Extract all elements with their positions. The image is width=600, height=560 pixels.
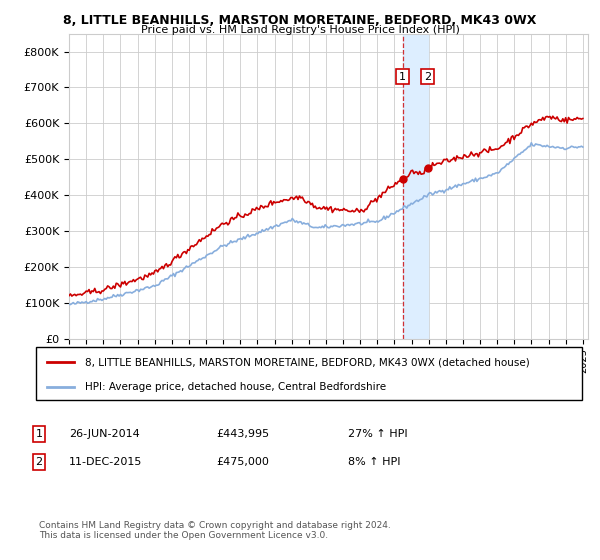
Text: Contains HM Land Registry data © Crown copyright and database right 2024.
This d: Contains HM Land Registry data © Crown c… — [39, 521, 391, 540]
Text: Price paid vs. HM Land Registry's House Price Index (HPI): Price paid vs. HM Land Registry's House … — [140, 25, 460, 35]
Text: 2: 2 — [424, 72, 431, 82]
Text: 2: 2 — [35, 457, 43, 467]
Text: 8% ↑ HPI: 8% ↑ HPI — [348, 457, 401, 467]
Text: £475,000: £475,000 — [216, 457, 269, 467]
Text: 11-DEC-2015: 11-DEC-2015 — [69, 457, 142, 467]
Text: 8, LITTLE BEANHILLS, MARSTON MORETAINE, BEDFORD, MK43 0WX (detached house): 8, LITTLE BEANHILLS, MARSTON MORETAINE, … — [85, 357, 530, 367]
Text: £443,995: £443,995 — [216, 429, 269, 439]
Text: 1: 1 — [35, 429, 43, 439]
Text: 1: 1 — [399, 72, 406, 82]
Bar — [403, 34, 428, 339]
Text: 8, LITTLE BEANHILLS, MARSTON MORETAINE, BEDFORD, MK43 0WX: 8, LITTLE BEANHILLS, MARSTON MORETAINE, … — [64, 14, 536, 27]
Text: 26-JUN-2014: 26-JUN-2014 — [69, 429, 140, 439]
Text: HPI: Average price, detached house, Central Bedfordshire: HPI: Average price, detached house, Cent… — [85, 382, 386, 392]
FancyBboxPatch shape — [36, 347, 582, 400]
Text: 27% ↑ HPI: 27% ↑ HPI — [348, 429, 407, 439]
